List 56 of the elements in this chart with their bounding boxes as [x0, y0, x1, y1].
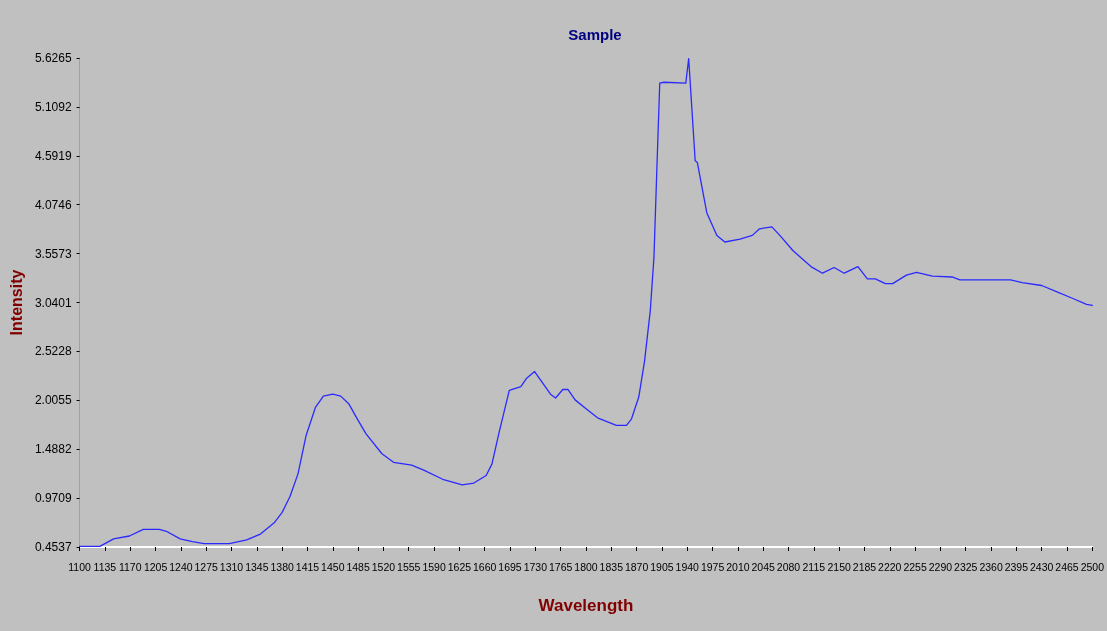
y-tick-label: 1.4882 — [34, 442, 72, 457]
line-series — [78, 57, 1093, 548]
x-tick-label: 1555 — [397, 560, 421, 573]
x-tick-label: 1765 — [548, 560, 573, 573]
y-tick-label: 5.1092 — [34, 99, 72, 114]
y-tick-label: 4.5919 — [34, 148, 72, 163]
x-tick-label: 1100 — [68, 560, 92, 573]
x-tick-label: 1170 — [118, 560, 142, 573]
x-tick-label: 1695 — [498, 560, 522, 573]
y-tick-label: 3.5573 — [34, 246, 72, 261]
y-tick-label: 2.0055 — [34, 393, 72, 408]
x-tick-label: 2255 — [903, 560, 927, 573]
x-axis-title: Wavelength — [538, 596, 634, 615]
y-tick-label: 3.0401 — [34, 295, 72, 310]
x-tick-label: 1625 — [447, 560, 472, 573]
x-tick-label: 2500 — [1080, 560, 1105, 573]
x-tick-label: 2465 — [1055, 560, 1079, 573]
x-tick-label: 1835 — [599, 560, 624, 573]
x-tick-label: 2010 — [726, 560, 750, 573]
x-tick-label: 1310 — [219, 560, 244, 573]
x-tick-label: 1450 — [321, 560, 345, 573]
x-tick-label: 1205 — [143, 560, 168, 573]
x-tick-label: 1275 — [194, 560, 219, 573]
y-tick-label: 0.9709 — [34, 491, 72, 506]
x-tick-label: 1240 — [169, 560, 193, 573]
y-tick-label: 5.6265 — [34, 51, 72, 65]
x-tick-label: 1730 — [523, 560, 548, 573]
x-tick-label: 2045 — [751, 560, 776, 573]
x-tick-label: 2185 — [852, 560, 877, 573]
x-tick-label: 1590 — [422, 560, 446, 573]
x-tick-label: 2080 — [776, 560, 801, 573]
y-tick-label: 4.0746 — [34, 197, 72, 212]
x-tick-label: 1905 — [650, 560, 674, 573]
x-tick-label: 2150 — [827, 560, 851, 573]
y-tick-label: 2.5228 — [34, 344, 72, 359]
x-tick-label: 2430 — [1030, 560, 1054, 573]
x-tick-label: 1380 — [270, 560, 294, 573]
chart-title: Sample — [568, 26, 622, 43]
x-tick-label: 1870 — [624, 560, 649, 573]
x-tick-label: 2360 — [979, 560, 1003, 573]
x-tick-label: 1660 — [473, 560, 497, 573]
x-tick-label: 1800 — [574, 560, 598, 573]
y-axis-title: Intensity — [7, 269, 25, 336]
x-tick-label: 1975 — [700, 560, 725, 573]
x-tick-label: 1415 — [295, 560, 320, 573]
x-tick-label: 1345 — [245, 560, 269, 573]
x-tick-label: 2395 — [1004, 560, 1029, 573]
x-tick-label: 2115 — [802, 560, 826, 573]
x-tick-label: 1485 — [346, 560, 370, 573]
y-tick-label: 0.4537 — [34, 540, 72, 554]
x-tick-label: 1135 — [93, 560, 117, 573]
x-tick-label: 1940 — [675, 560, 700, 573]
x-tick-label: 2325 — [954, 560, 978, 573]
x-tick-label: 1520 — [371, 560, 396, 573]
x-tick-label: 2220 — [878, 560, 902, 573]
x-tick-label: 2290 — [928, 560, 953, 573]
